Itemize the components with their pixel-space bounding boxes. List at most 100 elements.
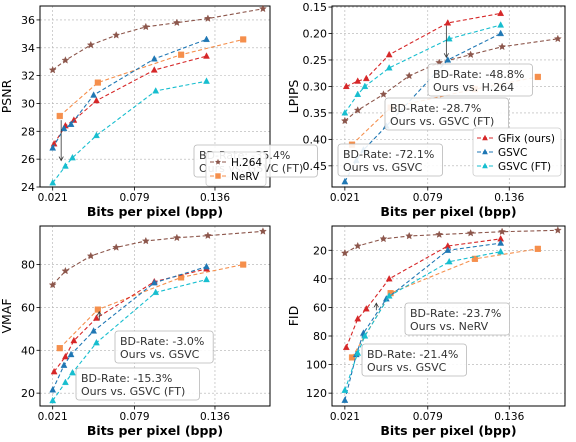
data-point-h-264 (405, 71, 414, 80)
data-point-gsvc (150, 55, 158, 62)
annotation-box (75, 367, 200, 401)
x-axis-label: Bits per pixel (bpp) (380, 204, 516, 219)
data-point-gfix-ours (385, 50, 393, 58)
data-point-gfix-ours (50, 367, 58, 375)
annotation-text: Ours vs. GSVC (343, 161, 423, 174)
x-tick-label: 0.136 (494, 192, 524, 204)
legend-marker (214, 158, 222, 165)
data-point-h-264 (379, 90, 388, 98)
panel-psnr: 0.021 0.079 0.136 24 26 28 30 32 34 36 Bits per pi… (0, 4, 318, 219)
series-line-gsvc (52, 266, 207, 391)
y-tick-label: 30 (21, 97, 35, 110)
data-point-nerv (56, 345, 63, 352)
legend: GFix (ours) GSVC GSVC (FT) (472, 127, 562, 177)
legend-box (472, 127, 562, 177)
annotation-text: Ours vs. GSVC (367, 361, 447, 374)
bd-rate-annotation: BD-Rate: -72.1%Ours vs. GSVC (337, 143, 443, 177)
series-line-gsvc-ft (52, 80, 207, 184)
y-tick-label: 36 (21, 14, 35, 27)
annotation-box (114, 330, 214, 364)
series-line-gfix-ours (346, 12, 501, 87)
data-point-h-264 (435, 230, 444, 238)
data-point-h-264 (498, 227, 507, 236)
y-tick-label: 80 (21, 259, 35, 272)
data-point-nerv (240, 36, 247, 43)
data-point-gsvc-ft (152, 288, 160, 296)
data-point-gsvc-ft (203, 77, 210, 84)
data-point-gsvc (49, 386, 57, 393)
data-point-gsvc-ft (385, 64, 393, 71)
legend-label: NeRV (231, 171, 260, 183)
data-point-gfix-ours (70, 336, 78, 344)
series-line-gsvc-ft (52, 279, 207, 401)
y-axis-label: PSNR (0, 79, 14, 113)
legend: H.264 NeRV (205, 151, 267, 187)
legend-box (205, 151, 267, 187)
legend-label: GFix (ours) (498, 133, 555, 145)
plot-frame (331, 5, 566, 188)
data-point-h-264 (259, 4, 267, 13)
y-tick-label: 80 (313, 330, 327, 343)
data-point-gsvc-ft (497, 21, 505, 28)
x-tick-label: 0.079 (413, 411, 443, 423)
annotation-text: Ours vs. GSVC (FT) (81, 385, 185, 398)
y-tick-label: 0.30 (303, 80, 328, 93)
data-point-gsvc-ft (341, 386, 349, 393)
data-point-gsvc (49, 144, 57, 151)
data-point-gsvc (341, 177, 349, 185)
bd-rate-annotation: BD-Rate: -48.8%Ours vs. H.264 (427, 63, 533, 97)
panel-lpips: 0.021 0.079 0.136 0.15 0.20 0.25 0.30 0.35 0.40 0… (286, 1, 566, 219)
legend-label: GSVC (FT) (498, 161, 551, 173)
x-tick-label: 0.079 (120, 192, 150, 204)
data-point-h-264 (112, 31, 121, 39)
data-point-h-264 (112, 243, 121, 251)
annotation-text: BD-Rate: -15.3% (81, 372, 172, 385)
y-tick-label: 32 (21, 70, 35, 83)
x-tick-label: 0.136 (200, 411, 230, 423)
bd-rate-annotation: BD-Rate: -15.3%Ours vs. GSVC (FT) (75, 367, 200, 401)
annotation-text: BD-Rate: -3.0% (120, 335, 204, 348)
legend-label: GSVC (498, 147, 527, 159)
data-point-h-264 (61, 266, 70, 275)
data-point-h-264 (61, 56, 70, 64)
annotation-box (427, 63, 533, 97)
y-tick-label: 24 (21, 181, 35, 194)
data-point-gsvc-ft (361, 82, 369, 90)
data-point-gfix-ours (70, 116, 78, 123)
x-tick-label: 0.021 (38, 411, 68, 423)
data-point-nerv (56, 112, 63, 120)
data-point-nerv (534, 73, 541, 81)
data-point-gsvc (203, 35, 210, 42)
data-point-nerv (534, 245, 541, 252)
data-point-gsvc (67, 350, 75, 358)
y-tick-label: 120 (306, 387, 327, 400)
x-axis-label: Bits per pixel (bpp) (87, 204, 223, 219)
legend-marker (482, 148, 488, 155)
data-point-gsvc-ft (152, 87, 160, 94)
series-line-h-264 (52, 230, 263, 286)
data-point-gsvc (444, 56, 452, 63)
annotation-text: BD-Rate: -72.1% (343, 148, 434, 161)
data-point-nerv (94, 79, 101, 86)
x-tick-label: 0.079 (413, 192, 443, 204)
x-axis-label: Bits per pixel (bpp) (380, 423, 516, 438)
annotation-text: BD-Rate: -23.7% (410, 307, 501, 320)
data-point-gsvc (444, 246, 452, 253)
data-point-h-264 (379, 234, 388, 243)
data-point-gfix-ours (93, 314, 100, 321)
y-tick-label: 40 (313, 273, 327, 286)
y-tick-label: 0.15 (303, 1, 328, 14)
annotation-text: Ours vs. H.264 (433, 81, 514, 94)
data-point-gsvc (497, 29, 505, 37)
data-point-gsvc-ft (203, 275, 210, 283)
y-tick-label: 0.25 (303, 54, 328, 67)
x-tick-label: 0.136 (494, 411, 524, 423)
data-point-gsvc-ft (361, 332, 369, 339)
y-tick-label: 60 (313, 301, 327, 314)
y-tick-label: 60 (21, 301, 35, 314)
data-point-gsvc-ft (497, 247, 505, 255)
series-line-gsvc-ft (344, 24, 501, 114)
data-point-gsvc-ft (341, 109, 349, 116)
data-point-h-264 (48, 280, 57, 289)
y-tick-label: 0.35 (303, 107, 328, 120)
